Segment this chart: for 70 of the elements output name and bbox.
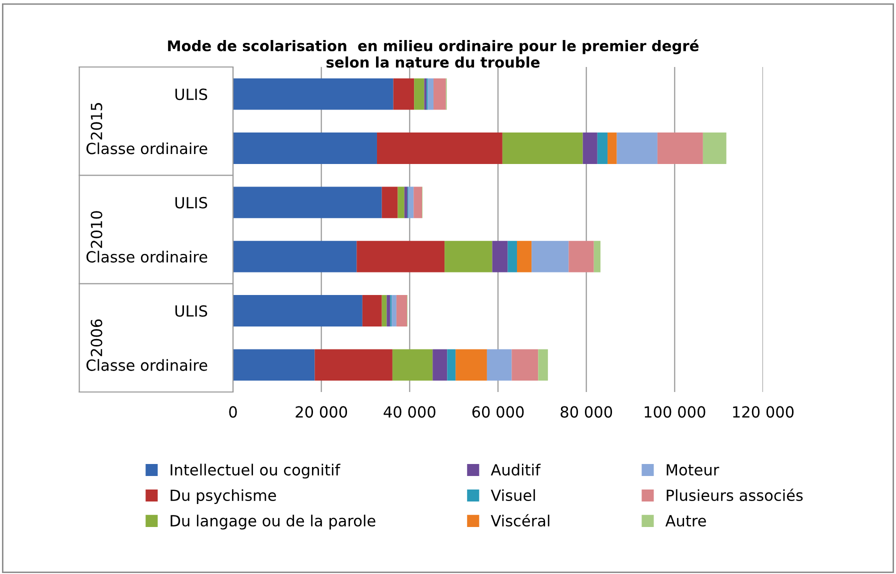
bar [392,295,396,326]
bar [233,349,315,381]
bar [362,295,382,326]
x-tick-label: 20 000 [296,406,348,418]
text: 2010 [90,211,102,248]
legend-label: Plusieurs associés [666,488,803,502]
bar [538,349,548,381]
bar [382,186,398,218]
bar [532,240,569,272]
legend-label: Du psychisme [170,489,276,504]
legend-label: Viscéral [490,514,550,527]
x-tick-label: 40 000 [384,406,436,418]
bar [444,240,492,272]
bar [597,132,608,164]
bar [516,240,532,272]
y-tick-label: ULIS [175,305,208,317]
bar [404,186,408,218]
legend-label: Autre [665,515,706,527]
bar [356,240,445,272]
bar [428,78,434,110]
bar [376,132,502,164]
bar [512,349,538,381]
x-tick-label: 100 000 [644,406,706,418]
bar [382,295,387,326]
text: 2006 [90,319,102,356]
legend-label: Auditif [490,464,541,476]
legend-label: Moteur [666,464,720,476]
bar [414,78,424,110]
bar [657,132,703,164]
bar [233,295,362,326]
bar [393,78,414,110]
bar [386,295,390,326]
bar [414,186,422,218]
bar [702,132,726,164]
bar [233,186,382,218]
bar [594,240,600,272]
x-tick-label: 120 000 [733,406,794,418]
text: 2015 [90,103,102,140]
bar [508,240,517,272]
legend-label: Du langage ou de la parole [170,514,376,530]
bar [582,132,598,164]
x-tick-label: 80 000 [560,406,612,418]
x-tick-label: 60 000 [472,406,524,418]
bar [434,78,446,110]
bar [492,240,508,272]
bar [233,78,394,110]
bar [408,186,414,218]
y-tick-label: ULIS [175,88,208,100]
y-tick-label: Classe ordinaire [86,359,208,371]
bar [616,132,658,164]
bar [398,186,404,218]
legend-label: Visuel [490,489,535,502]
bar [608,132,617,164]
bar [233,132,377,164]
y-tick-label: ULIS [175,196,208,208]
bar [502,132,583,164]
y-tick-label: Classe ordinaire [86,250,208,263]
bar [447,349,456,381]
bar [568,240,594,272]
bar [392,349,433,381]
bar [432,349,448,381]
bar [456,349,487,381]
x-tick-label: 0 [229,406,237,418]
bar [233,240,357,272]
bar [396,295,408,326]
chart-title: Mode de scolarisation en milieu ordinaire pour le premier degré selon la nature du trouble [168,39,699,68]
bar [486,349,512,381]
legend-label: Intellectuel ou cognitif [170,464,340,479]
y-tick-label: Classe ordinaire [86,142,208,154]
bar [314,349,392,381]
